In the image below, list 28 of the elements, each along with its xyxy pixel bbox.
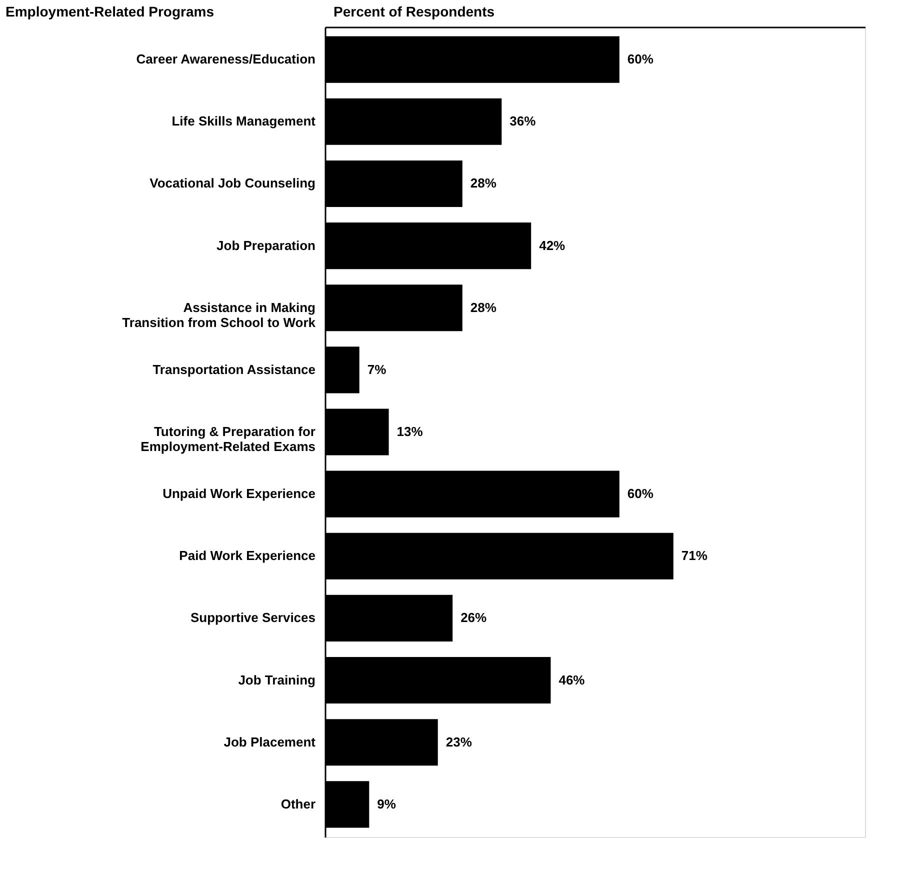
y-tick-label: Career Awareness/Education — [136, 52, 316, 67]
data-label: 60% — [627, 52, 654, 67]
data-label: 26% — [460, 610, 488, 626]
y-tick-label: Unpaid Work Experience — [162, 486, 316, 502]
y-tick-label: Life Skills Management — [172, 114, 316, 129]
data-label: 28% — [470, 300, 497, 315]
data-label: 36% — [510, 114, 536, 129]
y-tick-label: Job Training — [238, 672, 316, 688]
y-tick-label: Job Preparation — [216, 238, 316, 253]
data-label: 60% — [627, 486, 654, 502]
y-tick-label: Tutoring & Preparation for Employment-Related Exams — [140, 424, 316, 454]
data-label: 71% — [681, 548, 708, 564]
y-tick-label: Transportation Assistance — [152, 362, 316, 377]
y-axis-title: Employment-Related Programs — [6, 4, 214, 20]
data-label: 42% — [539, 238, 566, 253]
y-tick-label: Vocational Job Counseling — [150, 176, 316, 191]
x-axis-title: Percent of Respondents — [334, 4, 495, 20]
y-tick-label: Supportive Services — [190, 610, 316, 626]
data-label: 46% — [558, 672, 586, 688]
data-label: 9% — [377, 796, 396, 812]
data-label: 13% — [396, 424, 424, 439]
data-label: 23% — [446, 734, 472, 750]
data-label: 28% — [470, 176, 497, 191]
data-label: 7% — [367, 362, 387, 377]
y-tick-label: Assistance in Making Transition from School to Work — [122, 300, 316, 330]
y-tick-label: Paid Work Experience — [179, 548, 316, 564]
y-tick-label: Job Placement — [224, 734, 316, 750]
y-tick-label: Other — [280, 796, 316, 812]
